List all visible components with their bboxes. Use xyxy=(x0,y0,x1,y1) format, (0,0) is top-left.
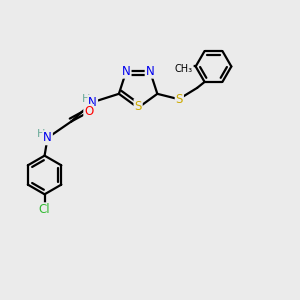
Text: O: O xyxy=(84,105,94,118)
Text: CH₃: CH₃ xyxy=(175,64,193,74)
Text: Cl: Cl xyxy=(39,203,50,216)
Text: H: H xyxy=(37,129,45,139)
Text: S: S xyxy=(134,100,142,113)
Text: N: N xyxy=(146,65,154,78)
Text: N: N xyxy=(43,131,52,144)
Text: S: S xyxy=(176,93,183,106)
Text: H: H xyxy=(82,94,90,103)
Text: N: N xyxy=(88,96,97,109)
Text: N: N xyxy=(122,65,130,78)
